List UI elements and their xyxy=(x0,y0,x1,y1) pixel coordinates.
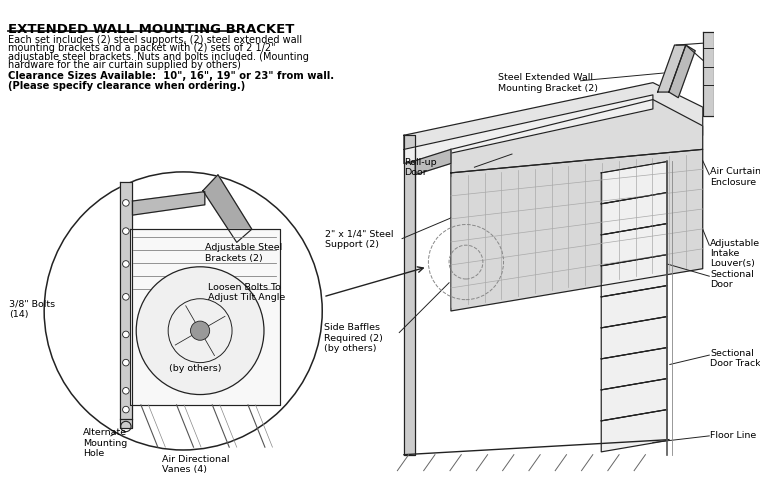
Text: 3/8" Bolts
(14): 3/8" Bolts (14) xyxy=(9,300,55,319)
Text: hardware for the air curtain supplied by others): hardware for the air curtain supplied by… xyxy=(8,60,240,70)
Polygon shape xyxy=(601,348,667,390)
Text: Floor Line: Floor Line xyxy=(711,431,756,440)
Text: Adjustable Steel
Brackets (2): Adjustable Steel Brackets (2) xyxy=(204,244,282,263)
Circle shape xyxy=(122,331,129,338)
Polygon shape xyxy=(601,410,667,452)
Text: adjustable steel brackets. Nuts and bolts included. (Mounting: adjustable steel brackets. Nuts and bolt… xyxy=(8,52,309,62)
Text: 2" x 1/4" Steel
Support (2): 2" x 1/4" Steel Support (2) xyxy=(325,229,394,248)
Circle shape xyxy=(122,387,129,394)
Text: Air Curtain
Enclosure: Air Curtain Enclosure xyxy=(711,167,760,186)
Text: Steel Extended Wall
Mounting Bracket (2): Steel Extended Wall Mounting Bracket (2) xyxy=(498,73,598,93)
Text: Roll-up
Door: Roll-up Door xyxy=(404,158,436,177)
Polygon shape xyxy=(601,286,667,328)
Text: Air Directional
Vanes (4): Air Directional Vanes (4) xyxy=(162,455,229,474)
Circle shape xyxy=(122,228,129,235)
Text: (by others): (by others) xyxy=(169,365,222,373)
Text: EXTENDED WALL MOUNTING BRACKET: EXTENDED WALL MOUNTING BRACKET xyxy=(8,22,294,36)
Circle shape xyxy=(122,261,129,267)
Polygon shape xyxy=(601,162,667,204)
Text: Each set includes (2) steel supports, (2) steel extended wall: Each set includes (2) steel supports, (2… xyxy=(8,35,302,45)
Text: mounting brackets and a packet with (2) sets of 2 1/2": mounting brackets and a packet with (2) … xyxy=(8,43,275,53)
Polygon shape xyxy=(451,149,703,311)
Circle shape xyxy=(122,406,129,413)
Text: Clearance Sizes Available:  10", 16", 19" or 23" from wall.: Clearance Sizes Available: 10", 16", 19"… xyxy=(8,71,334,81)
Text: Loosen Bolts To
Adjust Tilt Angle: Loosen Bolts To Adjust Tilt Angle xyxy=(207,283,285,302)
Polygon shape xyxy=(130,229,280,405)
Text: Alternate
Mounting
Hole: Alternate Mounting Hole xyxy=(83,429,127,458)
Polygon shape xyxy=(601,316,667,359)
Circle shape xyxy=(191,321,210,340)
Text: (Please specify clearance when ordering.): (Please specify clearance when ordering.… xyxy=(8,81,245,91)
Polygon shape xyxy=(132,191,204,215)
Polygon shape xyxy=(404,135,415,455)
Text: Adjustable
Intake
Louver(s): Adjustable Intake Louver(s) xyxy=(711,239,760,268)
Polygon shape xyxy=(601,254,667,297)
Polygon shape xyxy=(601,192,667,235)
Polygon shape xyxy=(451,100,703,173)
Circle shape xyxy=(44,172,322,450)
Polygon shape xyxy=(404,95,653,164)
Text: Sectional
Door: Sectional Door xyxy=(711,270,754,289)
Polygon shape xyxy=(601,224,667,266)
Polygon shape xyxy=(601,378,667,421)
Circle shape xyxy=(136,267,264,394)
Circle shape xyxy=(122,199,129,206)
Polygon shape xyxy=(404,83,703,164)
Polygon shape xyxy=(703,32,714,117)
Polygon shape xyxy=(415,149,451,175)
Polygon shape xyxy=(203,175,252,243)
Text: Side Baffles
Required (2)
(by others): Side Baffles Required (2) (by others) xyxy=(324,323,383,353)
Polygon shape xyxy=(657,45,686,92)
Polygon shape xyxy=(669,45,695,98)
Polygon shape xyxy=(120,182,132,429)
Circle shape xyxy=(122,294,129,300)
Circle shape xyxy=(122,359,129,366)
Text: Sectional
Door Track: Sectional Door Track xyxy=(711,349,760,368)
